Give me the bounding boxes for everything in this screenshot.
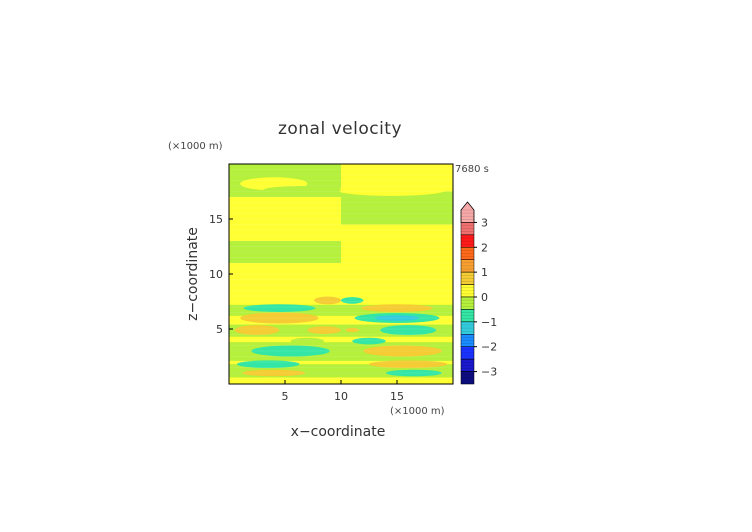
- contour-band: [229, 197, 341, 241]
- y-tick-label: 10: [209, 268, 223, 281]
- contour-band: [341, 191, 453, 225]
- colorbar-tick-label: −2: [481, 341, 497, 354]
- colorbar-tick-label: 2: [481, 241, 488, 254]
- contour-cell: [352, 337, 386, 345]
- x-tick-label: 10: [334, 390, 348, 403]
- contour-band: [229, 304, 453, 316]
- contour-cell: [345, 327, 359, 333]
- colorbar-tick-label: −3: [481, 366, 497, 379]
- y-tick-label: 5: [216, 323, 223, 336]
- colorbar-swatch: [460, 371, 475, 385]
- x-axis-label: x−coordinate: [291, 424, 386, 440]
- contour-cell: [262, 186, 341, 195]
- contour-cell: [236, 360, 300, 369]
- time-label: 7680 s: [455, 164, 489, 175]
- contour-cell: [290, 337, 325, 345]
- colorbar-tick-label: −1: [481, 316, 497, 329]
- colorbar: 3 2 1 0 −1 −2 −3: [460, 201, 497, 385]
- contour-cell: [369, 360, 448, 369]
- contour-cell: [374, 315, 420, 321]
- chart-title: zonal velocity: [278, 119, 402, 139]
- y-tick-label: 15: [209, 213, 223, 226]
- x-tick-label: 5: [282, 390, 289, 403]
- contour-cell: [234, 325, 280, 336]
- x-axis-unit: (×1000 m): [390, 406, 445, 417]
- x-tick-label: 15: [390, 390, 404, 403]
- contour-cell: [314, 296, 341, 305]
- colorbar-tick-label: 0: [481, 291, 488, 304]
- y-axis-label: z−coordinate: [185, 227, 201, 321]
- contour-cell: [380, 325, 437, 336]
- contour-plot-area: [228, 163, 454, 385]
- contour-cell: [242, 369, 306, 377]
- axes: 5 10 15 5 10 15: [209, 213, 404, 403]
- contour-cell: [385, 369, 442, 377]
- colorbar-tick-label: 1: [481, 266, 488, 279]
- contour-cell: [307, 326, 342, 334]
- contour-cell: [361, 304, 433, 312]
- contour-cell: [251, 345, 330, 357]
- contour-band: [229, 241, 341, 263]
- contour-cell: [240, 312, 319, 324]
- contour-band: [229, 263, 453, 296]
- colorbar-tick-label: 3: [481, 216, 488, 229]
- contour-cell: [337, 184, 446, 196]
- contour-cell: [341, 297, 364, 304]
- contour-cell: [363, 345, 442, 357]
- contour-cell: [243, 304, 316, 312]
- y-axis-unit: (×1000 m): [168, 141, 223, 152]
